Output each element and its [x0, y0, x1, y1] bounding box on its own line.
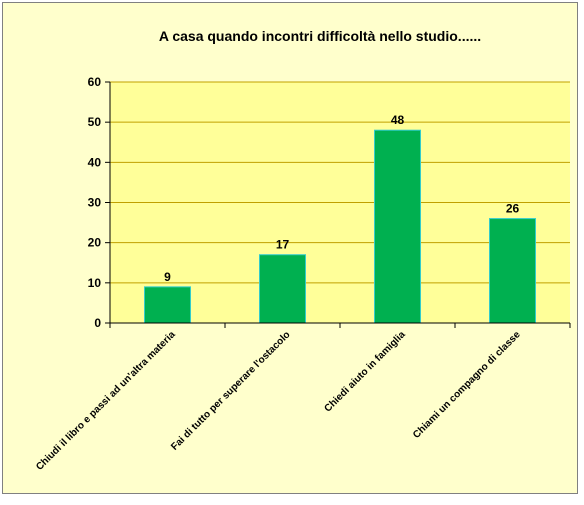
y-tick-label: 0 — [94, 316, 101, 330]
y-tick-label: 20 — [88, 236, 102, 250]
bars — [144, 129, 536, 324]
category-label: Chiedi aiuto in famiglia — [322, 329, 407, 414]
bar — [374, 129, 421, 324]
bar — [489, 218, 536, 324]
bar-value-label: 48 — [391, 113, 405, 127]
x-axis-ticks: Chiudi il libro e passi ad un'altra mate… — [34, 323, 571, 473]
category-label: Chiami un compagno di classe — [411, 329, 523, 441]
chart-title: A casa quando incontri difficoltà nello … — [158, 28, 482, 44]
category-label: Fai di tutto per superare l'ostacolo — [169, 329, 292, 452]
y-axis-ticks: 0 10 20 30 40 50 60 — [88, 75, 110, 330]
bar — [144, 286, 191, 324]
y-tick-label: 30 — [88, 196, 102, 210]
bar-value-label: 17 — [276, 238, 290, 252]
bar — [259, 254, 306, 324]
data-labels: 9 17 48 26 — [164, 113, 519, 284]
y-tick-label: 10 — [88, 276, 102, 290]
y-tick-label: 60 — [88, 75, 102, 89]
bar-value-label: 26 — [506, 202, 520, 216]
y-tick-label: 50 — [88, 115, 102, 129]
bar-value-label: 9 — [164, 270, 171, 284]
category-label: Chiudi il libro e passi ad un'altra mate… — [34, 329, 178, 473]
y-tick-label: 40 — [88, 155, 102, 169]
